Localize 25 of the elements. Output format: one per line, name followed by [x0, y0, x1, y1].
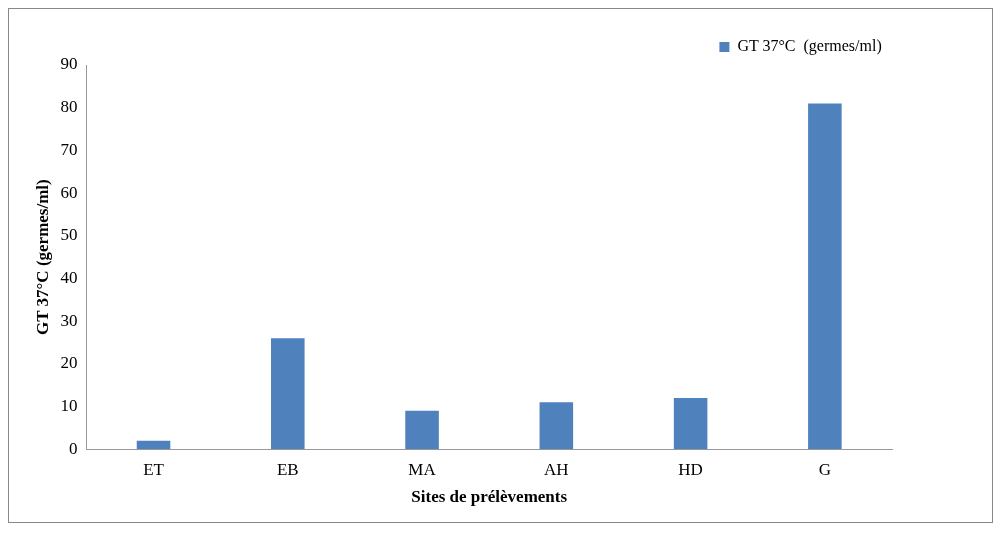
x-tick-label: MA: [408, 459, 437, 479]
x-tick-label: ET: [143, 459, 165, 479]
y-tick-label: 90: [60, 54, 78, 74]
y-tick-label: 50: [60, 225, 78, 245]
y-axis-title: GT 37°C (germes/ml): [32, 179, 52, 335]
y-tick-label: 0: [68, 438, 78, 458]
bar: [673, 397, 708, 450]
x-tick-label: G: [818, 459, 832, 479]
bar: [271, 338, 305, 450]
x-tick-label: EB: [276, 459, 299, 479]
bar: [808, 103, 842, 450]
y-tick-label: 60: [60, 182, 78, 202]
bar: [539, 402, 574, 450]
bar: [136, 440, 171, 450]
y-tick-label: 30: [60, 310, 78, 330]
x-tick-label: HD: [678, 459, 703, 479]
bar: [405, 410, 439, 450]
y-tick-label: 80: [60, 97, 78, 117]
legend-label: GT 37°C (germes/ml): [737, 37, 882, 56]
x-tick-label: AH: [544, 459, 569, 479]
y-tick-label: 40: [60, 267, 78, 287]
x-axis-title: Sites de prélèvements: [411, 487, 568, 507]
y-tick-label: 10: [60, 395, 78, 415]
y-tick-label: 70: [60, 139, 78, 159]
y-tick-label: 20: [60, 353, 78, 373]
